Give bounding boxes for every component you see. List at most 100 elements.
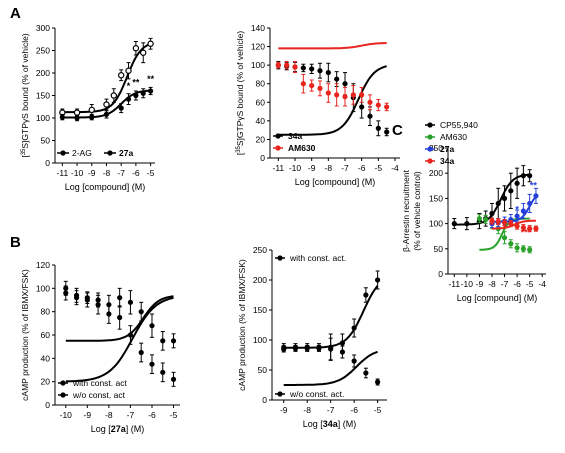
data-point — [501, 195, 508, 201]
data-point — [367, 113, 373, 119]
data-point — [89, 114, 95, 120]
legend-label: CP55,940 — [440, 120, 478, 130]
legend-marker — [275, 133, 281, 139]
y-axis-label: cAMP production (% of IBMX/FSK) — [237, 259, 247, 391]
data-point — [103, 111, 110, 117]
x-tick-label: -8 — [325, 163, 333, 173]
data-point — [127, 332, 134, 338]
legend: 34a AM630 — [273, 131, 316, 153]
data-point — [367, 99, 373, 105]
y-tick-label: 0 — [260, 153, 265, 163]
data-point — [73, 109, 81, 116]
significance-mark: * — [515, 205, 519, 215]
y-tick-label: 20 — [41, 377, 51, 387]
y-tick-label: 50 — [258, 365, 268, 375]
y-axis-label-part: 35 — [236, 145, 242, 152]
y-tick-label: 120 — [251, 42, 265, 52]
y-tick-label: 40 — [41, 353, 51, 363]
x-axis-label-part: 34a — [323, 419, 339, 429]
data-point — [527, 247, 533, 253]
y-tick-label: 300 — [36, 23, 50, 33]
legend-marker — [60, 150, 66, 156]
y-tick-label: 200 — [36, 68, 50, 78]
data-point — [339, 349, 346, 355]
y-axis-label: [35S]GTPγS bound (% of vehicle) — [235, 31, 245, 156]
data-point — [74, 115, 80, 121]
x-tick-label: -9 — [476, 279, 484, 289]
legend-label: AM630 — [440, 132, 467, 142]
y-axis-label-part: S]GTPγS bound (% of vehicle) — [20, 33, 30, 148]
x-tick-label: -11 — [448, 279, 460, 289]
x-axis-label: Log [compound] (M) — [65, 182, 146, 192]
data-point — [489, 210, 495, 217]
legend: with const. act. w/o const. act. — [275, 253, 346, 399]
data-point — [514, 213, 520, 219]
legend-label: AM630 — [288, 143, 316, 153]
data-point — [309, 66, 315, 72]
x-tick-label: -7 — [127, 410, 135, 420]
data-point — [138, 309, 144, 315]
x-axis-label: Log [34a] (M) — [303, 419, 357, 429]
data-point — [514, 245, 520, 251]
data-point — [110, 92, 118, 99]
x-tick-label: -10 — [60, 410, 73, 420]
data-point — [520, 246, 526, 252]
x-axis-label-part: 27a — [111, 424, 127, 434]
legend-marker — [60, 392, 66, 398]
data-point — [138, 349, 144, 356]
data-point — [118, 105, 124, 111]
y-axis-label: cAMP production (% of IBMX/FSK) — [20, 269, 30, 401]
data-point — [170, 376, 177, 382]
data-point — [292, 64, 298, 70]
x-axis-label: Log [27a] (M) — [91, 424, 145, 434]
significance-mark: ** — [530, 180, 538, 190]
significance-mark: ** — [147, 74, 155, 84]
y-tick-label: 150 — [253, 305, 267, 315]
legend-label: 34a — [288, 131, 302, 141]
x-tick-label: -6 — [513, 279, 521, 289]
data-point — [317, 68, 323, 74]
data-point — [508, 221, 514, 227]
x-axis-label-part: Log [ — [91, 424, 112, 434]
y-axis-label: [35S]GTPγS bound (% of vehicle) — [20, 33, 30, 158]
data-point — [334, 76, 340, 82]
x-tick-label: -5 — [374, 405, 382, 415]
data-point — [375, 102, 381, 108]
x-tick-label: -8 — [303, 405, 311, 415]
x-tick-label: -9 — [88, 168, 96, 178]
data-point — [147, 40, 154, 47]
data-point — [127, 299, 134, 305]
data-point — [117, 295, 123, 301]
x-axis-label: Log [compound] (M) — [295, 177, 376, 187]
data-point — [375, 125, 381, 131]
x-tick-label: -11 — [273, 163, 285, 173]
legend: CP55,940 AM630 27a 34a — [425, 120, 478, 166]
data-point — [451, 221, 457, 227]
data-point — [300, 65, 306, 71]
data-point — [520, 173, 526, 179]
x-tick-label: -6 — [358, 163, 366, 173]
y-tick-label: 0 — [438, 269, 443, 279]
legend-marker — [277, 255, 283, 261]
data-point — [132, 45, 140, 52]
legend-marker — [427, 134, 433, 140]
x-tick-label: -5 — [147, 168, 155, 178]
y-tick-label: 150 — [429, 193, 443, 203]
data-point — [325, 90, 331, 96]
x-axis-label-part: ] (M) — [126, 424, 145, 434]
y-tick-label: 250 — [36, 46, 50, 56]
x-tick-label: -10 — [71, 168, 84, 178]
data-point — [495, 218, 501, 225]
x-tick-label: -5 — [170, 410, 178, 420]
data-point — [117, 72, 125, 79]
data-point — [489, 218, 495, 224]
data-point — [317, 85, 323, 91]
fit-curve — [283, 350, 378, 386]
data-point — [342, 94, 348, 100]
data-point — [140, 49, 147, 56]
y-tick-label: 100 — [36, 113, 50, 123]
x-axis-label: Log [compound] (M) — [457, 293, 538, 303]
data-point — [359, 92, 365, 98]
x-tick-label: -9 — [280, 405, 288, 415]
